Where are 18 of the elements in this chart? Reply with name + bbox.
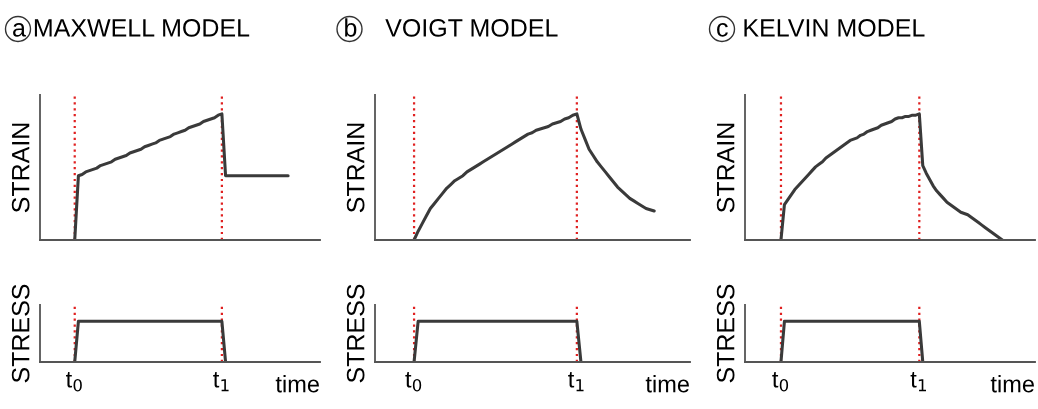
x-tick-label: t$_{1}$: [910, 372, 926, 392]
y-axis-title: STRESS: [716, 284, 735, 383]
x-tick-label: t$_{0}$: [772, 372, 789, 392]
y-axis-title: STRAIN: [716, 123, 735, 213]
chart-title: c KELVIN MODEL: [717, 19, 925, 37]
y-axis-title: STRESS: [11, 284, 30, 383]
y-axis-title: STRESS: [346, 284, 365, 383]
x-tick-label: t$_{1}$: [568, 372, 584, 392]
x-tick-label: t$_{0}$: [66, 372, 82, 392]
y-axis-title: STRAIN: [11, 123, 30, 213]
x-axis-title: time: [645, 375, 689, 393]
chart-title: a MAXWELL MODEL: [13, 19, 250, 37]
x-axis-title: time: [990, 375, 1034, 393]
y-axis-title: STRAIN: [346, 123, 365, 213]
x-tick-label: t$_{0}$: [405, 372, 422, 392]
x-axis-title: time: [275, 375, 319, 393]
chart-title: b VOIGT MODEL: [345, 18, 558, 37]
x-tick-label: t$_{1}$: [213, 372, 229, 392]
